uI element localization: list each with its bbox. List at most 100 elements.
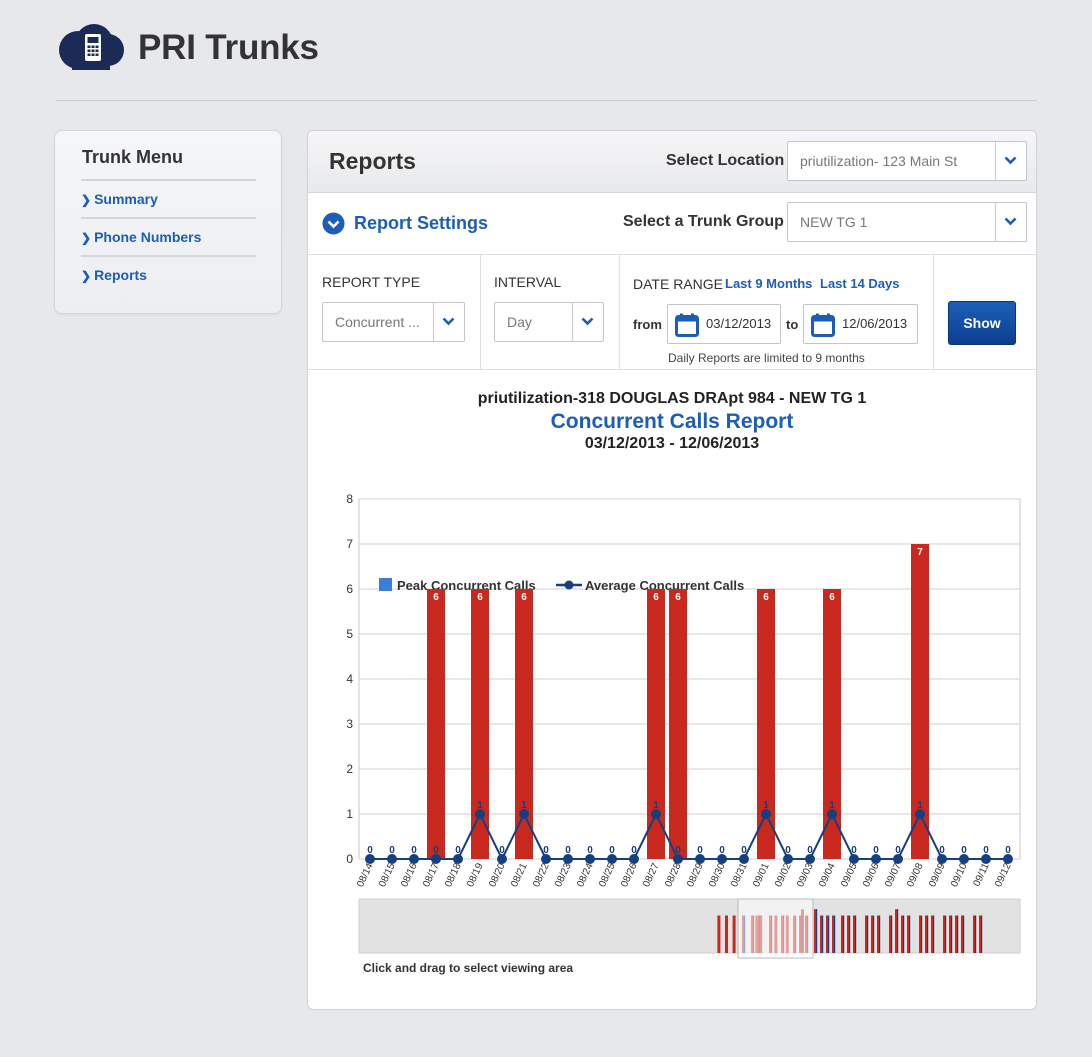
average-data-label: 0: [719, 845, 725, 856]
chevron-down-icon: [1004, 217, 1017, 226]
navigator-line-mark: [855, 915, 857, 953]
y-tick-label: 4: [346, 672, 353, 686]
to-date-field[interactable]: 12/06/2013: [803, 304, 918, 344]
chevron-down-icon: [1004, 156, 1017, 165]
average-data-label: 0: [939, 845, 945, 856]
average-point: [629, 854, 639, 864]
bar-data-label: 6: [521, 592, 527, 603]
average-data-label: 0: [873, 845, 879, 856]
legend-average-marker: [564, 580, 574, 590]
last-9-months-link[interactable]: Last 9 Months: [725, 276, 813, 291]
bar-peak: [669, 589, 687, 859]
location-select[interactable]: priutilization- 123 Main St: [787, 141, 1027, 181]
y-tick-label: 1: [346, 807, 353, 821]
legend-peak-swatch: [379, 578, 392, 591]
sidebar-item-summary[interactable]: ❯ Summary: [81, 179, 256, 217]
report-type-dropdown-button[interactable]: [433, 303, 464, 341]
interval-dropdown-button[interactable]: [572, 303, 603, 341]
x-tick-label: 08/29: [685, 861, 706, 889]
navigator-line-mark: [879, 915, 881, 953]
app-title: PRI Trunks: [138, 28, 319, 67]
navigator-bar: [853, 915, 856, 953]
x-tick-label: 08/30: [707, 861, 728, 889]
x-tick-label: 08/31: [729, 861, 750, 889]
navigator-bar: [973, 915, 976, 953]
average-data-label: 0: [697, 845, 703, 856]
navigator-bar: [919, 915, 922, 953]
average-point: [959, 854, 969, 864]
trunk-dropdown-button[interactable]: [995, 203, 1026, 241]
average-data-label: 1: [521, 800, 527, 811]
trunk-group-select-value: NEW TG 1: [800, 214, 868, 230]
average-data-label: 1: [477, 800, 483, 811]
trunk-group-select[interactable]: NEW TG 1: [787, 202, 1027, 242]
x-tick-label: 08/17: [421, 861, 442, 889]
average-point: [937, 854, 947, 864]
x-tick-label: 08/24: [575, 861, 596, 889]
average-data-label: 0: [785, 845, 791, 856]
chevron-circle-down-icon: [322, 212, 345, 235]
show-button[interactable]: Show: [948, 301, 1016, 345]
average-data-label: 0: [983, 845, 989, 856]
sidebar-item-label: Summary: [94, 191, 158, 207]
select-trunk-label: Select a Trunk Group: [623, 213, 784, 230]
chart-location-title: priutilization-318 DOUGLAS DRApt 984 - N…: [477, 390, 867, 407]
bar-peak: [823, 589, 841, 859]
concurrent-calls-chart[interactable]: 0 1 2 3 4 5 6 7 8 Peak Concurrent Calls Average Co…: [308, 471, 1036, 961]
navigator-line-mark: [843, 915, 845, 953]
navigator-line-mark: [828, 915, 830, 953]
average-point: [673, 854, 683, 864]
average-point: [519, 809, 529, 819]
average-point: [915, 809, 925, 819]
x-tick-label: 09/09: [927, 861, 948, 889]
navigator-bar: [889, 915, 892, 953]
average-point: [849, 854, 859, 864]
legend-peak-label: Peak Concurrent Calls: [397, 578, 536, 593]
average-point: [409, 854, 419, 864]
to-label: to: [786, 317, 799, 332]
sidebar-item-phone-numbers[interactable]: ❯ Phone Numbers: [81, 217, 256, 255]
from-date-field[interactable]: 03/12/2013: [667, 304, 781, 344]
average-point: [585, 854, 595, 864]
sidebar-item-label: Phone Numbers: [94, 229, 202, 245]
bar-peak: [757, 589, 775, 859]
navigator-bar: [925, 915, 928, 953]
reports-panel: Reports Select Location priutilization- …: [307, 130, 1037, 1010]
navigator-bar: [979, 915, 982, 953]
navigator-line-mark: [891, 915, 893, 953]
navigator-bar: [841, 915, 844, 953]
interval-label: INTERVAL: [494, 274, 562, 290]
average-point: [475, 809, 485, 819]
bar-data-label: 6: [675, 592, 681, 603]
location-dropdown-button[interactable]: [995, 142, 1026, 180]
date-limit-note: Daily Reports are limited to 9 months: [668, 351, 865, 365]
report-settings-row: Report Settings Select a Trunk Group NEW…: [308, 193, 1036, 255]
page-title: Reports: [329, 148, 416, 174]
navigator-line-mark: [927, 915, 929, 953]
x-tick-label: 08/26: [619, 861, 640, 889]
average-data-label: 0: [1005, 845, 1011, 856]
form-divider: [933, 254, 934, 369]
navigator-hint: Click and drag to select viewing area: [363, 961, 574, 975]
navigator-bar: [931, 915, 934, 953]
navigator-bar: [820, 915, 823, 953]
chevron-down-icon: [442, 317, 455, 326]
x-tick-label: 09/01: [751, 861, 772, 889]
y-tick-label: 0: [346, 852, 353, 866]
navigator-line-mark: [867, 915, 869, 953]
report-settings-toggle[interactable]: Report Settings: [322, 212, 488, 235]
interval-select[interactable]: Day: [494, 302, 604, 342]
last-14-days-link[interactable]: Last 14 Days: [820, 276, 900, 291]
select-location-label: Select Location: [666, 152, 785, 169]
y-tick-label: 7: [346, 537, 353, 551]
navigator-line-mark: [933, 915, 935, 953]
sidebar-item-reports[interactable]: ❯ Reports: [81, 255, 256, 293]
navigator-line-mark: [816, 909, 818, 953]
report-type-select[interactable]: Concurrent ...: [322, 302, 465, 342]
average-point: [827, 809, 837, 819]
bar-data-label: 6: [763, 592, 769, 603]
average-data-label: 1: [763, 800, 769, 811]
from-date-value: 03/12/2013: [706, 316, 772, 331]
average-data-label: 0: [499, 845, 505, 856]
bar-peak: [647, 589, 665, 859]
